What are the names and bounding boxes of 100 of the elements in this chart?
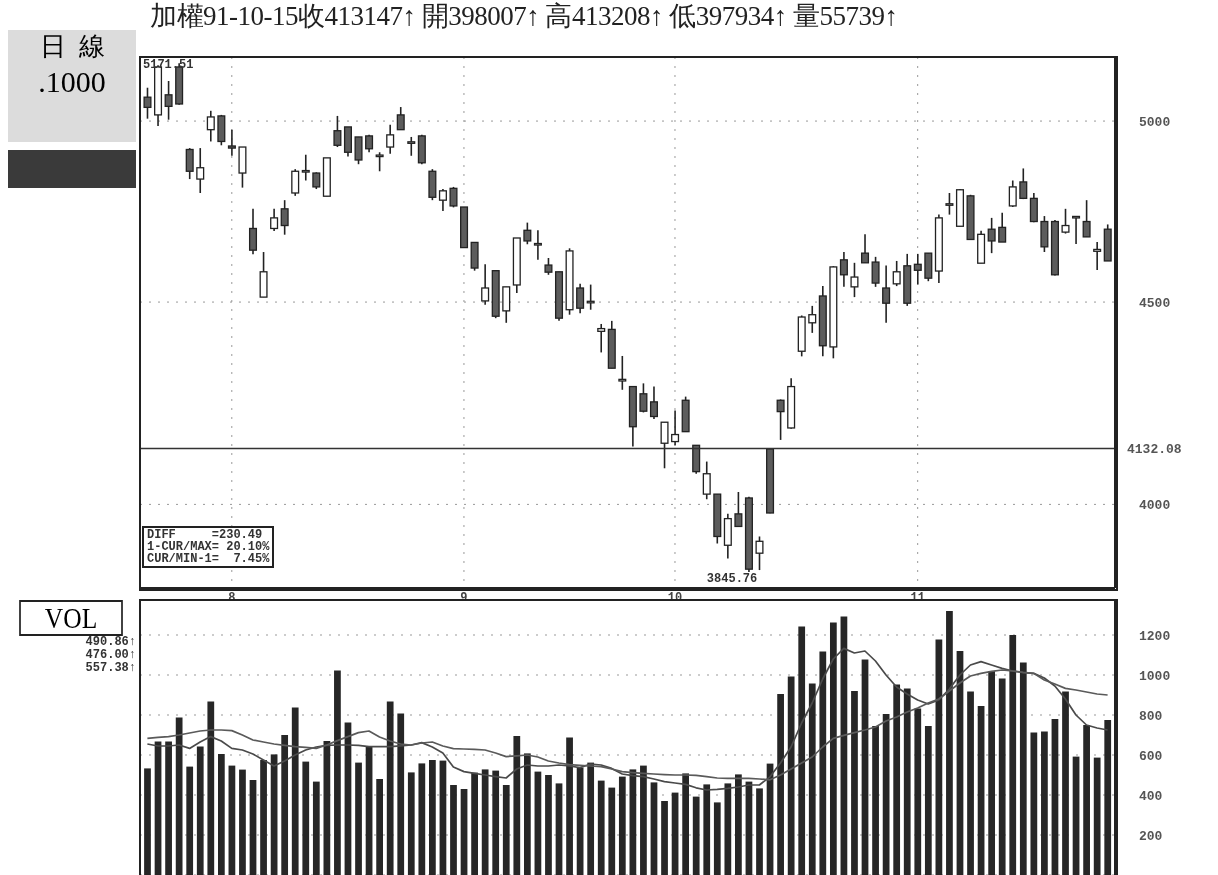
candlestick	[1061, 208, 1070, 235]
bar	[196, 746, 204, 875]
candlestick	[438, 188, 447, 212]
bar	[903, 688, 911, 875]
candlestick	[987, 217, 996, 254]
candlestick	[1029, 192, 1038, 224]
candlestick	[882, 264, 891, 324]
candlestick	[576, 283, 585, 314]
candlestick	[333, 115, 342, 148]
text: 476.00↑	[85, 648, 136, 662]
bar	[618, 776, 626, 875]
bar	[281, 735, 289, 875]
text: 490.86↑	[85, 635, 136, 649]
bar	[735, 774, 742, 875]
bar	[787, 676, 795, 875]
candlestick	[860, 233, 870, 264]
candlestick	[164, 80, 173, 121]
y-tick-label: 200	[1139, 828, 1163, 844]
candlestick	[481, 263, 490, 306]
bar	[1104, 720, 1112, 875]
bar	[386, 701, 394, 875]
bar	[587, 762, 595, 875]
bar	[323, 741, 331, 875]
candlestick	[280, 199, 289, 236]
bar	[186, 766, 194, 875]
bar	[239, 769, 246, 875]
candlestick	[1082, 199, 1091, 238]
candlestick	[270, 208, 279, 232]
bar	[703, 784, 711, 875]
candlestick	[649, 385, 659, 420]
candlestick	[998, 212, 1007, 243]
bar	[756, 788, 763, 875]
bar	[1093, 757, 1101, 875]
bar	[914, 708, 922, 875]
bar	[175, 717, 183, 875]
bar	[967, 691, 974, 875]
bar	[998, 678, 1006, 875]
bar	[312, 781, 320, 875]
bar	[924, 726, 932, 875]
candlestick	[892, 260, 901, 287]
candlestick	[375, 151, 384, 173]
bar	[829, 622, 837, 875]
bar	[545, 775, 552, 875]
candlestick	[871, 256, 880, 288]
candlestick	[839, 251, 848, 288]
y-tick-label: 4000	[1139, 498, 1171, 514]
candlestick	[301, 153, 310, 182]
annotation: 1-CUR/MAX= 20.10%	[147, 540, 270, 554]
bar	[418, 763, 426, 875]
candlestick	[206, 109, 215, 143]
bar	[207, 701, 215, 875]
candlestick	[850, 262, 859, 298]
y-tick-label: 1000	[1139, 668, 1171, 684]
annotation: 5171.51	[143, 58, 194, 72]
bar	[777, 694, 784, 875]
candlestick	[196, 147, 205, 194]
candlestick	[660, 421, 669, 470]
bar	[608, 787, 616, 875]
candlestick	[945, 192, 954, 216]
candlestick	[1072, 215, 1081, 245]
bar	[566, 737, 573, 875]
bar	[713, 802, 721, 875]
bar	[946, 611, 953, 875]
bar	[144, 768, 151, 875]
candlestick	[143, 86, 152, 120]
y-tick-label: 4500	[1139, 295, 1171, 311]
bar	[682, 773, 690, 875]
text: .1000	[38, 65, 106, 98]
candlestick	[755, 535, 764, 571]
bar	[471, 772, 478, 875]
bar	[334, 670, 341, 875]
candlestick	[734, 491, 743, 528]
bar	[450, 785, 457, 875]
bar	[661, 801, 668, 875]
candlestick	[291, 168, 300, 197]
candlestick	[618, 355, 627, 391]
y-tick-label: 5000	[1139, 114, 1171, 130]
bar	[988, 671, 996, 875]
bar	[376, 779, 384, 875]
bar	[407, 772, 415, 875]
line-series	[146, 647, 1109, 791]
candlestick	[702, 460, 711, 501]
bar	[1062, 691, 1069, 875]
candlestick	[1093, 241, 1102, 271]
y-tick-label: 400	[1139, 788, 1163, 804]
annotation: CUR/MIN-1= 7.45%	[147, 552, 270, 566]
bar	[260, 760, 267, 875]
candlestick	[396, 106, 405, 131]
candlestick	[1019, 167, 1028, 200]
candlestick	[354, 136, 363, 166]
bar	[302, 761, 310, 875]
bar	[882, 714, 890, 875]
annotation: 3845.76	[706, 572, 758, 586]
bar	[165, 741, 172, 875]
candlestick	[386, 124, 395, 155]
bar	[724, 783, 732, 875]
bar	[291, 707, 299, 875]
line-series	[146, 669, 1109, 781]
candlestick	[523, 221, 532, 246]
candlestick	[913, 253, 922, 286]
